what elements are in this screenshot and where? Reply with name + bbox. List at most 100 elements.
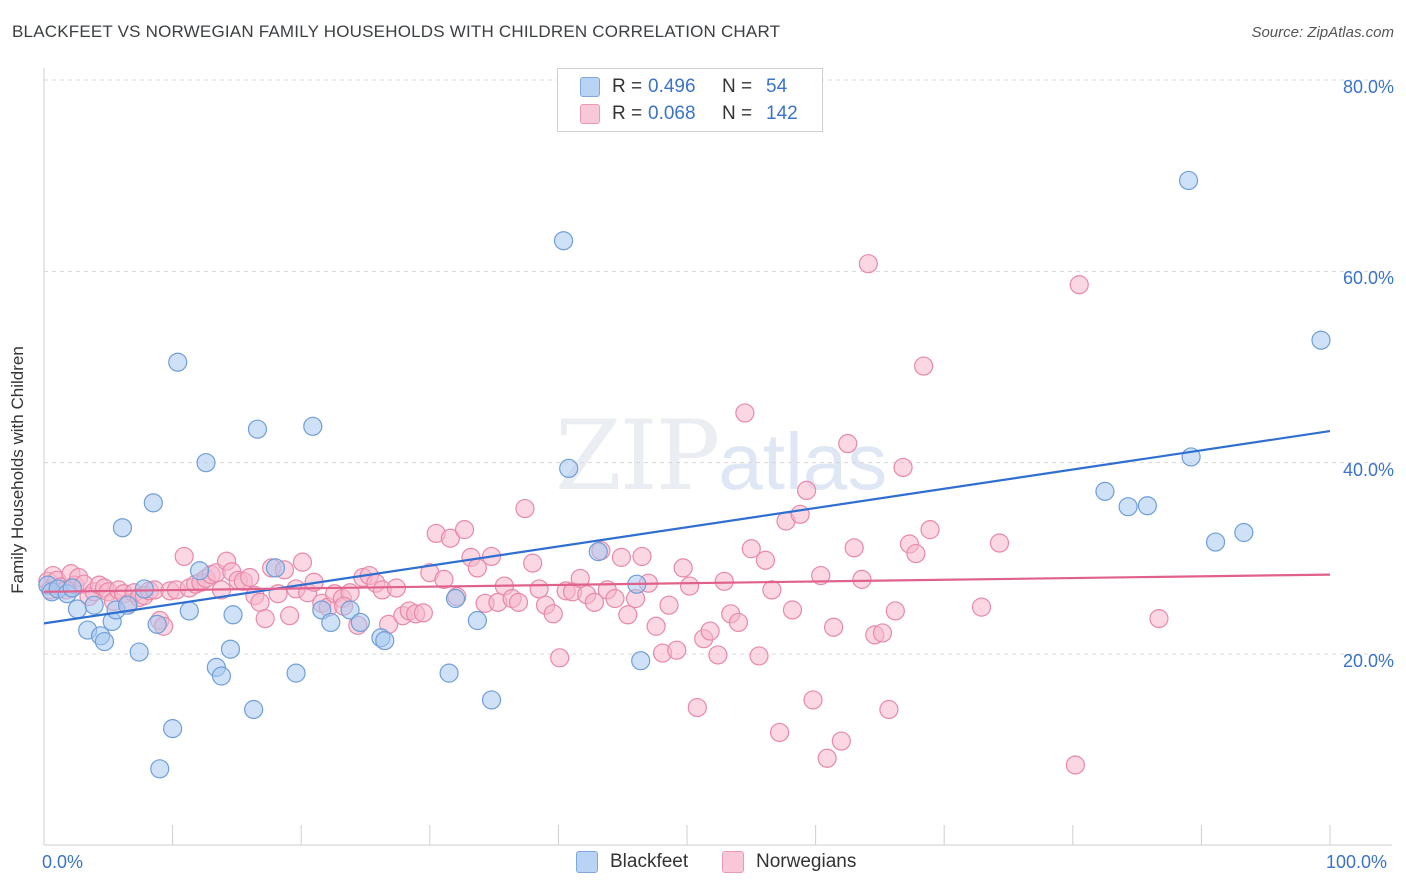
blackfeet-point [196,453,216,473]
series-legend: Blackfeet Norwegians [0,851,1406,877]
legend-r-label: R = [612,76,643,97]
watermark: ZIPatlas [555,400,887,512]
norwegians-point [440,528,460,548]
axis-layer [43,68,1392,846]
norwegians-point [728,612,749,633]
norwegians-point [844,538,864,558]
norwegians-point [543,604,563,624]
x-tick-label-max: 100.0% [1326,852,1388,872]
blackfeet-point [340,600,360,620]
norwegians-point [659,595,679,615]
norwegians-point [700,621,720,641]
blackfeet-point [1205,532,1226,552]
legend-n-value: 54 [766,76,788,97]
norwegians-point [280,606,300,626]
norwegians-point [796,480,817,501]
norwegians-point [803,690,823,710]
legend-n-label: N = [722,103,753,124]
blackfeet-point [631,651,651,671]
norwegians-point [741,539,761,559]
legend-r-value: 0.496 [648,76,696,97]
legend-swatch-blue [576,851,598,873]
blackfeet-point [1118,497,1138,517]
norwegians-point [679,576,700,596]
blackfeet-point [150,759,170,779]
norwegians-point [673,558,693,578]
blackfeet-point [223,605,243,625]
blackfeet-point [1234,522,1254,543]
blackfeet-point [265,558,286,578]
norwegians-point [174,546,194,567]
norwegians-point [646,616,666,636]
legend-row-norwegians: R = 0.068 N = 142 [580,103,798,125]
blackfeet-point [559,458,579,479]
norwegians-point [618,605,638,625]
blackfeet-point [375,631,395,651]
norwegians-point [885,601,905,621]
blackfeet-point [62,578,82,598]
legend-item-norwegians: Norwegians [722,851,856,873]
blackfeet-point [147,614,167,634]
norwegians-points [38,254,1169,775]
norwegians-point [255,609,275,629]
norwegians-point [714,571,734,591]
norwegians-point [454,520,475,540]
y-tick-label: 80.0% [1342,77,1394,97]
blackfeet-point [321,612,341,633]
legend-label-norwegians: Norwegians [756,851,857,872]
correlation-legend: R = 0.496 N = 54 R = 0.068 N = 142 [557,68,823,132]
norwegians-point [831,731,851,751]
blackfeet-point [439,663,459,683]
blackfeet-point [84,595,104,615]
norwegians-point [687,697,707,718]
legend-item-blackfeet: Blackfeet [576,851,688,873]
norwegians-point [611,547,632,567]
blackfeet-point [143,493,163,513]
legend-n-label: N = [722,76,753,97]
blackfeet-point [220,639,241,659]
blackfeet-point [129,642,149,662]
trend-lines [43,430,1331,625]
norwegians-point [872,623,893,643]
norwegians-point [529,579,549,599]
norwegians-point [523,553,543,573]
norwegians-point [838,433,858,454]
y-tick-label: 40.0% [1342,459,1394,480]
norwegians-point [292,552,313,572]
norwegians-point [989,533,1010,553]
norwegians-point [858,254,878,274]
legend-label-blackfeet: Blackfeet [610,851,689,872]
blackfeet-point [247,419,268,439]
blackfeet-point [163,719,183,739]
legend-r-label: R = [612,103,643,124]
norwegians-point [434,569,454,589]
blackfeet-point [179,601,199,621]
norwegians-point [550,648,570,668]
blackfeet-point [134,579,154,599]
norwegians-point [971,597,992,617]
norwegians-point [893,457,913,478]
blackfeet-point [244,699,264,720]
norwegians-point [632,546,652,567]
norwegians-point [762,580,782,600]
norwegians-point [920,520,940,540]
norwegians-point [879,699,899,720]
norwegians-point [824,617,844,637]
source-label: Source: ZipAtlas.com [1251,24,1394,41]
norwegians-point [782,600,803,620]
blackfeet-points [38,170,1331,779]
norwegians-point [906,543,926,564]
norwegians-point [811,565,831,586]
y-tick-label: 20.0% [1342,651,1394,671]
blackfeet-point [445,588,466,609]
norwegians-point [413,603,433,623]
blackfeet-point [1095,481,1115,501]
norwegians-point [708,645,728,665]
norwegians-point [570,568,590,589]
chart-title: BLACKFEET VS NORWEGIAN FAMILY HOUSEHOLDS… [12,22,781,41]
y-axis-label: Family Households with Children [8,346,27,594]
norwegians-point [605,588,625,609]
legend-swatch-blue [580,77,600,97]
norwegians-point [584,592,605,612]
